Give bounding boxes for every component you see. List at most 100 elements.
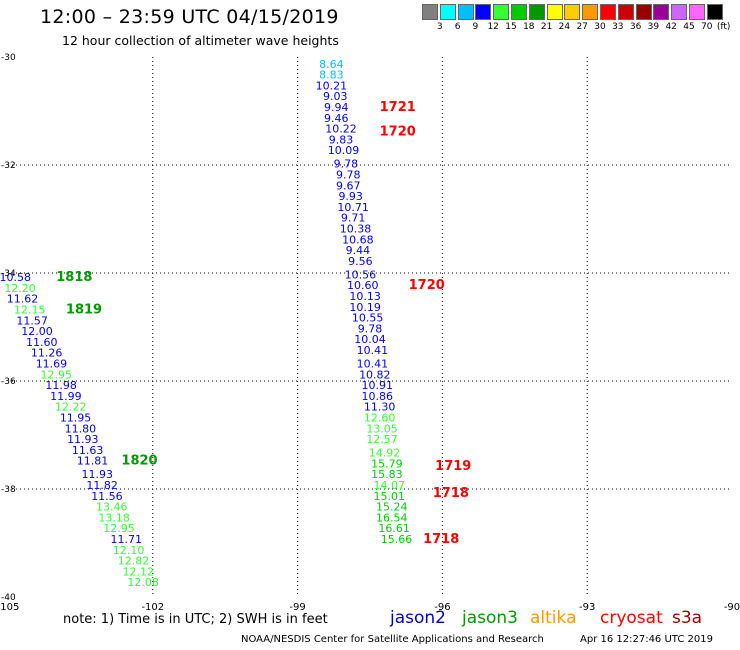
color-scale-label: 70 <box>701 22 713 32</box>
swh-value-east: 10.68 <box>342 233 374 246</box>
swh-value-west: 12.22 <box>55 401 87 414</box>
swh-value-east: 10.82 <box>359 368 391 381</box>
swh-value-east: 10.60 <box>347 279 379 292</box>
footnote: note: 1) Time is in UTC; 2) SWH is in fe… <box>63 612 328 627</box>
page-title: 12:00 – 23:59 UTC 04/15/2019 <box>40 6 339 28</box>
swh-value-east: 15.66 <box>381 533 413 546</box>
swh-value-west: 11.26 <box>31 347 63 360</box>
swh-value-east: 12.60 <box>364 412 396 425</box>
swh-value-east: 9.56 <box>348 255 373 268</box>
swh-value-west: 12.15 <box>14 304 46 317</box>
swh-value-west: 11.56 <box>91 490 123 503</box>
lat-tick-label: -34 <box>1 269 16 279</box>
swh-value-east: 10.91 <box>361 379 393 392</box>
color-swatch <box>422 4 438 20</box>
color-swatch <box>635 4 652 20</box>
swh-value-west: 12.95 <box>103 522 135 535</box>
lat-tick-label: -36 <box>1 377 16 387</box>
swh-value-east: 9.46 <box>324 112 349 125</box>
color-scale-label: 33 <box>612 22 624 32</box>
lat-tick-label: -40 <box>1 593 16 603</box>
swh-value-east: 16.54 <box>376 511 408 524</box>
legend-jason2: jason2 <box>390 608 446 628</box>
swh-value-west: 11.93 <box>82 468 114 481</box>
pass-time-label: 1718 <box>433 486 469 501</box>
legend-s3a: s3a <box>672 608 703 628</box>
lon-tick-label: -96 <box>434 602 450 613</box>
legend-altika: altika <box>530 608 577 628</box>
swh-value-east: 15.79 <box>371 457 403 470</box>
generated-timestamp: Apr 16 12:27:46 UTC 2019 <box>580 634 713 645</box>
swh-value-west: 13.46 <box>96 501 128 514</box>
swh-value-east: 9.78 <box>358 322 383 335</box>
color-scale-label: 45 <box>683 22 695 32</box>
swh-value-east: 8.64 <box>319 58 344 71</box>
swh-value-west: 12.10 <box>113 544 145 557</box>
swh-value-west: 11.80 <box>65 422 97 435</box>
pass-time-label: 1720 <box>380 124 416 139</box>
lon-tick-label: -93 <box>579 602 595 613</box>
swh-value-east: 10.09 <box>328 144 360 157</box>
swh-value-east: 8.83 <box>319 69 344 82</box>
color-scale-unit: (ft) <box>716 22 731 32</box>
color-scale-label: 15 <box>505 22 517 32</box>
swh-value-east: 10.86 <box>361 390 393 403</box>
color-swatch <box>439 4 456 20</box>
swh-value-east: 10.21 <box>316 79 348 92</box>
pass-time-label: 1718 <box>423 532 459 547</box>
swh-value-east: 10.22 <box>325 123 357 136</box>
swh-value-west: 10.58 <box>0 271 31 284</box>
swh-value-east: 10.56 <box>345 268 377 281</box>
color-scale-label: 18 <box>523 22 535 32</box>
pass-time-label: 1820 <box>121 454 157 469</box>
swh-value-west: 11.82 <box>86 479 118 492</box>
swh-value-east: 9.67 <box>336 179 361 192</box>
swh-value-west: 11.98 <box>45 379 77 392</box>
swh-value-east: 9.03 <box>323 90 348 103</box>
swh-value-west: 11.95 <box>60 412 92 425</box>
lat-tick-label: -38 <box>1 485 16 495</box>
color-swatch <box>706 4 723 20</box>
color-swatch <box>689 4 705 20</box>
swh-value-east: 10.55 <box>352 312 384 325</box>
swh-value-east: 9.83 <box>329 133 354 146</box>
lon-tick-label: -105 <box>0 602 19 613</box>
swh-value-east: 16.61 <box>378 522 410 535</box>
swh-value-west: 11.62 <box>7 293 39 306</box>
color-scale-label: 6 <box>454 22 461 32</box>
lon-tick-label: -102 <box>141 602 164 613</box>
color-swatch <box>617 4 634 20</box>
swh-value-east: 10.04 <box>354 333 386 346</box>
color-swatch <box>475 4 492 20</box>
credit-line: NOAA/NESDIS Center for Satellite Applica… <box>241 634 544 645</box>
swh-value-west: 11.71 <box>111 533 143 546</box>
lon-tick-label: -99 <box>289 602 305 613</box>
color-scale-label: 30 <box>594 22 606 32</box>
swh-value-east: 9.94 <box>324 101 349 114</box>
pass-time-label: 1720 <box>409 278 445 293</box>
color-scale-label: 9 <box>472 22 479 32</box>
color-swatch <box>511 4 527 20</box>
swh-value-east: 10.13 <box>349 290 381 303</box>
swh-value-west: 11.81 <box>77 455 109 468</box>
swh-value-west: 12.08 <box>127 576 159 589</box>
color-swatch <box>600 4 616 20</box>
swh-value-east: 9.71 <box>341 212 366 225</box>
swh-value-east: 10.19 <box>349 301 381 314</box>
swh-value-east: 10.38 <box>340 223 372 236</box>
swh-value-east: 9.78 <box>334 158 359 171</box>
swh-value-west: 11.57 <box>16 314 48 327</box>
lat-tick-label: -30 <box>1 53 16 63</box>
swh-value-east: 12.57 <box>366 433 398 446</box>
color-swatch <box>457 4 474 20</box>
color-scale-label: 36 <box>629 22 642 32</box>
swh-value-west: 11.69 <box>36 358 68 371</box>
swh-value-west: 11.63 <box>72 444 104 457</box>
swh-value-east: 11.30 <box>364 401 396 414</box>
swh-value-west: 12.82 <box>118 555 150 568</box>
color-scale-label: 21 <box>540 22 553 32</box>
swh-value-west: 12.00 <box>21 325 53 338</box>
color-swatch <box>546 4 563 20</box>
